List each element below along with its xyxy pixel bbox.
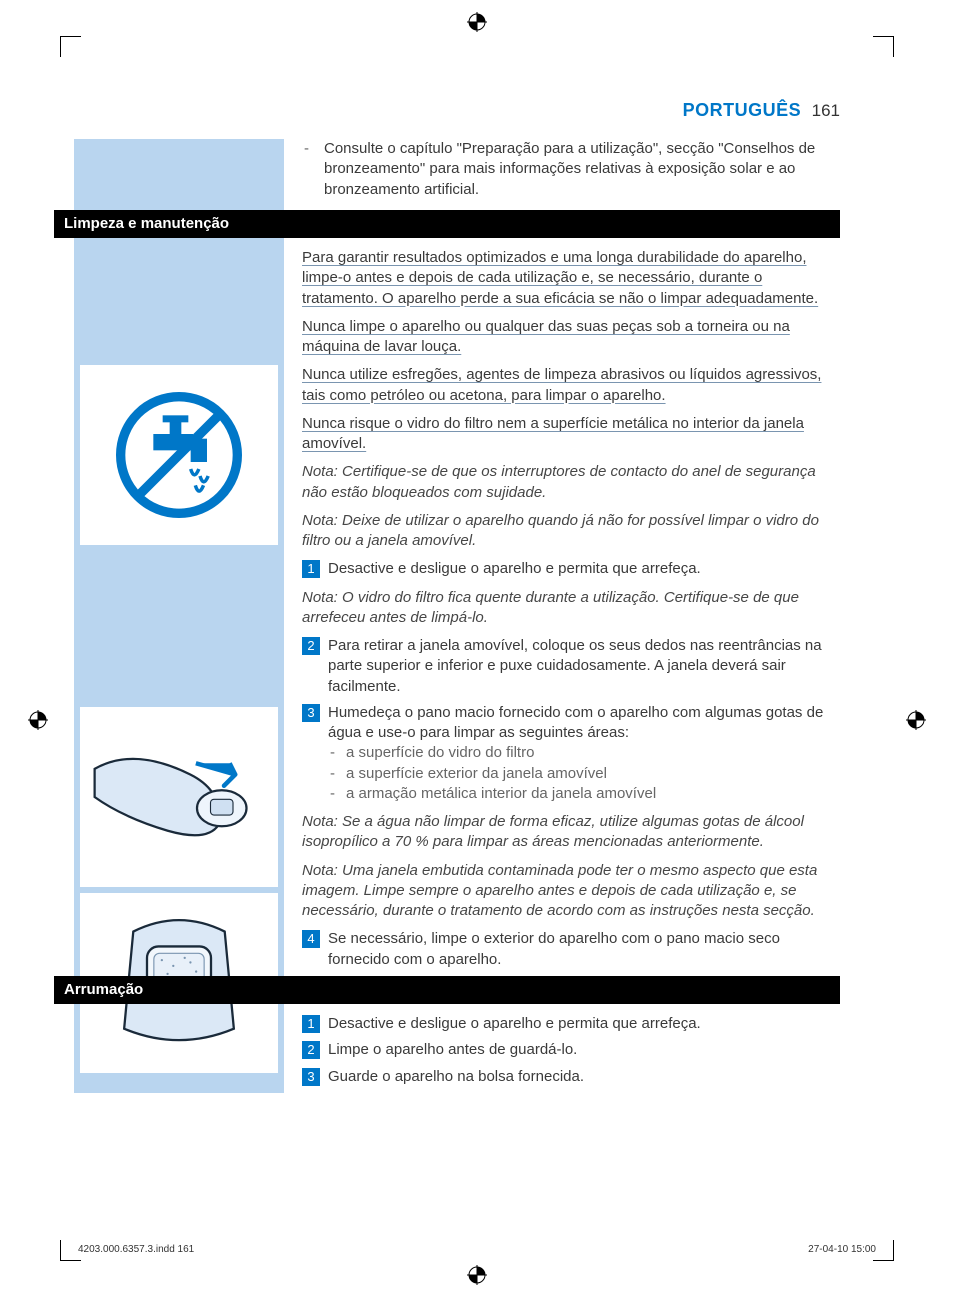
step3-sub-3: a armação metálica interior da janela am… [328, 784, 840, 804]
registration-mark-icon [467, 12, 487, 32]
cleaning-p3: Nunca utilize esfregões, agentes de limp… [302, 365, 840, 406]
cleaning-note3: Nota: O vidro do filtro fica quente dura… [302, 588, 840, 629]
cleaning-note2: Nota: Deixe de utilizar o aparelho quand… [302, 511, 840, 552]
main-text-column: Consulte o capítulo "Preparação para a u… [302, 139, 880, 1093]
step-number-icon: 1 [302, 560, 320, 578]
device-remove-window-icon [80, 707, 278, 887]
intro-bullet: Consulte o capítulo "Preparação para a u… [302, 139, 840, 200]
illustration-sidebar [74, 139, 284, 1093]
crop-mark [873, 1240, 894, 1261]
cleaning-step-2: 2 Para retirar a janela amovível, coloqu… [302, 636, 840, 697]
page-header: PORTUGUÊS 161 [74, 100, 880, 121]
step3-sub-1: a superfície do vidro do filtro [328, 743, 840, 763]
cleaning-note1: Nota: Certifique-se de que os interrupto… [302, 462, 840, 503]
storage-step-1: 1 Desactive e desligue o aparelho e perm… [302, 1014, 840, 1034]
no-tap-water-icon [80, 365, 278, 545]
cleaning-note5: Nota: Uma janela embutida contaminada po… [302, 861, 840, 922]
cleaning-step-1: 1 Desactive e desligue o aparelho e perm… [302, 559, 840, 579]
print-footer: 4203.000.6357.3.indd 161 27-04-10 15:00 [78, 1244, 876, 1255]
section-heading-cleaning: Limpeza e manutenção [54, 210, 840, 238]
cleaning-note4: Nota: Se a água não limpar de forma efic… [302, 812, 840, 853]
footer-timestamp: 27-04-10 15:00 [808, 1244, 876, 1255]
registration-mark-icon [906, 710, 926, 730]
registration-mark-icon [467, 1265, 487, 1285]
cleaning-p4: Nunca risque o vidro do filtro nem a sup… [302, 414, 840, 455]
crop-mark [60, 36, 81, 57]
cleaning-p2: Nunca limpe o aparelho ou qualquer das s… [302, 317, 840, 358]
step-number-icon: 3 [302, 704, 320, 722]
step-number-icon: 3 [302, 1068, 320, 1086]
language-label: PORTUGUÊS [683, 100, 802, 120]
footer-file: 4203.000.6357.3.indd 161 [78, 1244, 194, 1255]
crop-mark [873, 36, 894, 57]
cleaning-step-3: 3 Humedeça o pano macio fornecido com o … [302, 703, 840, 804]
page-number: 161 [812, 101, 840, 120]
step-number-icon: 2 [302, 637, 320, 655]
registration-mark-icon [28, 710, 48, 730]
cleaning-p1: Para garantir resultados optimizados e u… [302, 248, 840, 309]
section-heading-storage: Arrumação [54, 976, 840, 1004]
cleaning-step-4: 4 Se necessário, limpe o exterior do apa… [302, 929, 840, 970]
storage-step-2: 2 Limpe o aparelho antes de guardá-lo. [302, 1040, 840, 1060]
step3-sub-2: a superfície exterior da janela amovível [328, 764, 840, 784]
storage-step-3: 3 Guarde o aparelho na bolsa fornecida. [302, 1067, 840, 1087]
step-number-icon: 1 [302, 1015, 320, 1033]
step-number-icon: 2 [302, 1041, 320, 1059]
step-number-icon: 4 [302, 930, 320, 948]
